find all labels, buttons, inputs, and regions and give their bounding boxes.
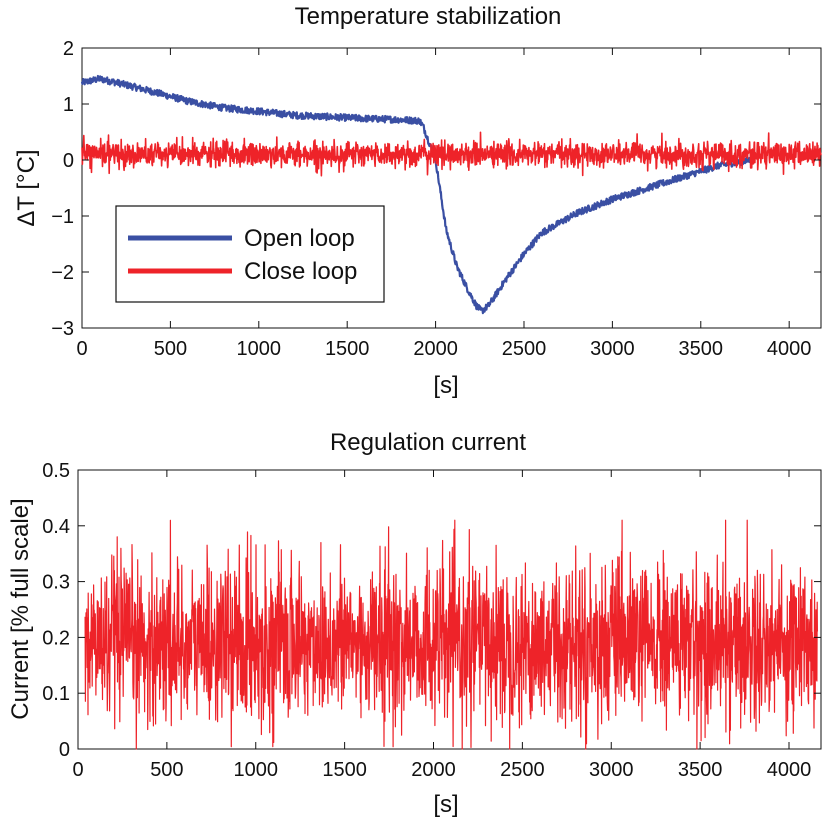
current-y-tick-label: 0 (59, 739, 70, 761)
temperature-x-tick-label: 1500 (325, 338, 370, 360)
temperature-x-tick-label: 500 (154, 338, 187, 360)
current-x-tick-label: 3000 (589, 759, 634, 781)
temperature-y-tick-label: 1 (63, 94, 74, 116)
current-x-tick-label: 0 (72, 759, 83, 781)
current-x-axis-label: [s] (433, 791, 458, 818)
current-x-tick-label: 1500 (322, 759, 367, 781)
current-y-tick-label: 0.3 (42, 572, 70, 594)
temperature-series-open-loop (80, 74, 752, 315)
temperature-plot-frame (81, 47, 822, 329)
current-chart-title: Regulation current (330, 429, 526, 456)
temperature-series-close-loop (81, 131, 822, 177)
current-series-layer (84, 519, 819, 750)
temperature-x-tick-label: 0 (76, 338, 87, 360)
legend-label-close-loop: Close loop (244, 258, 357, 285)
current-y-tick-label: 0.2 (42, 627, 70, 649)
current-x-tick-label: 2500 (500, 759, 545, 781)
temperature-x-tick-label: 3500 (679, 338, 724, 360)
temperature-y-tick-label: 2 (63, 38, 74, 60)
current-x-tick-label: 1000 (234, 759, 279, 781)
temperature-ticks-layer: 0 500 1000 1500 2000 2500 3000 3500 4000 2 1 0 −1 −2 −… (51, 38, 821, 360)
temperature-y-axis-label: ΔT [°C] (13, 149, 40, 226)
temperature-x-tick-label: 2000 (413, 338, 458, 360)
temperature-x-tick-label: 1000 (237, 338, 282, 360)
current-x-tick-label: 3500 (678, 759, 723, 781)
temperature-series-layer (80, 74, 822, 315)
temperature-chart: Temperature stabilization 0 500 1000 1500 20… (13, 3, 822, 399)
temperature-y-tick-label: −1 (51, 206, 74, 228)
temperature-x-tick-label: 2500 (502, 338, 547, 360)
current-y-tick-label: 0.1 (42, 683, 70, 705)
current-ticks-layer: 0 500 1000 1500 2000 2500 3000 3500 4000 0 0.1 0.2 0… (42, 460, 821, 781)
legend-label-open-loop: Open loop (244, 225, 355, 252)
current-y-axis-label: Current [% full scale] (7, 498, 34, 719)
temperature-x-tick-label: 3000 (590, 338, 635, 360)
temperature-chart-title: Temperature stabilization (295, 3, 562, 30)
temperature-x-tick-label: 4000 (767, 338, 812, 360)
temperature-y-tick-label: −2 (51, 262, 74, 284)
current-plot-frame (77, 469, 822, 750)
current-x-tick-label: 4000 (767, 759, 812, 781)
current-y-tick-label: 0.5 (42, 460, 70, 482)
current-y-tick-label: 0.4 (42, 516, 70, 538)
current-x-tick-label: 2000 (411, 759, 456, 781)
temperature-y-tick-label: −3 (51, 318, 74, 340)
legend-box (115, 205, 385, 303)
temperature-y-tick-label: 0 (63, 150, 74, 172)
current-x-tick-label: 500 (150, 759, 183, 781)
current-series-regulation-current (84, 519, 819, 750)
current-chart: Regulation current 0 500 1000 1500 2000 2500 3… (7, 429, 822, 818)
temperature-legend: Open loop Close loop (115, 205, 385, 303)
temperature-x-axis-label: [s] (433, 372, 458, 399)
